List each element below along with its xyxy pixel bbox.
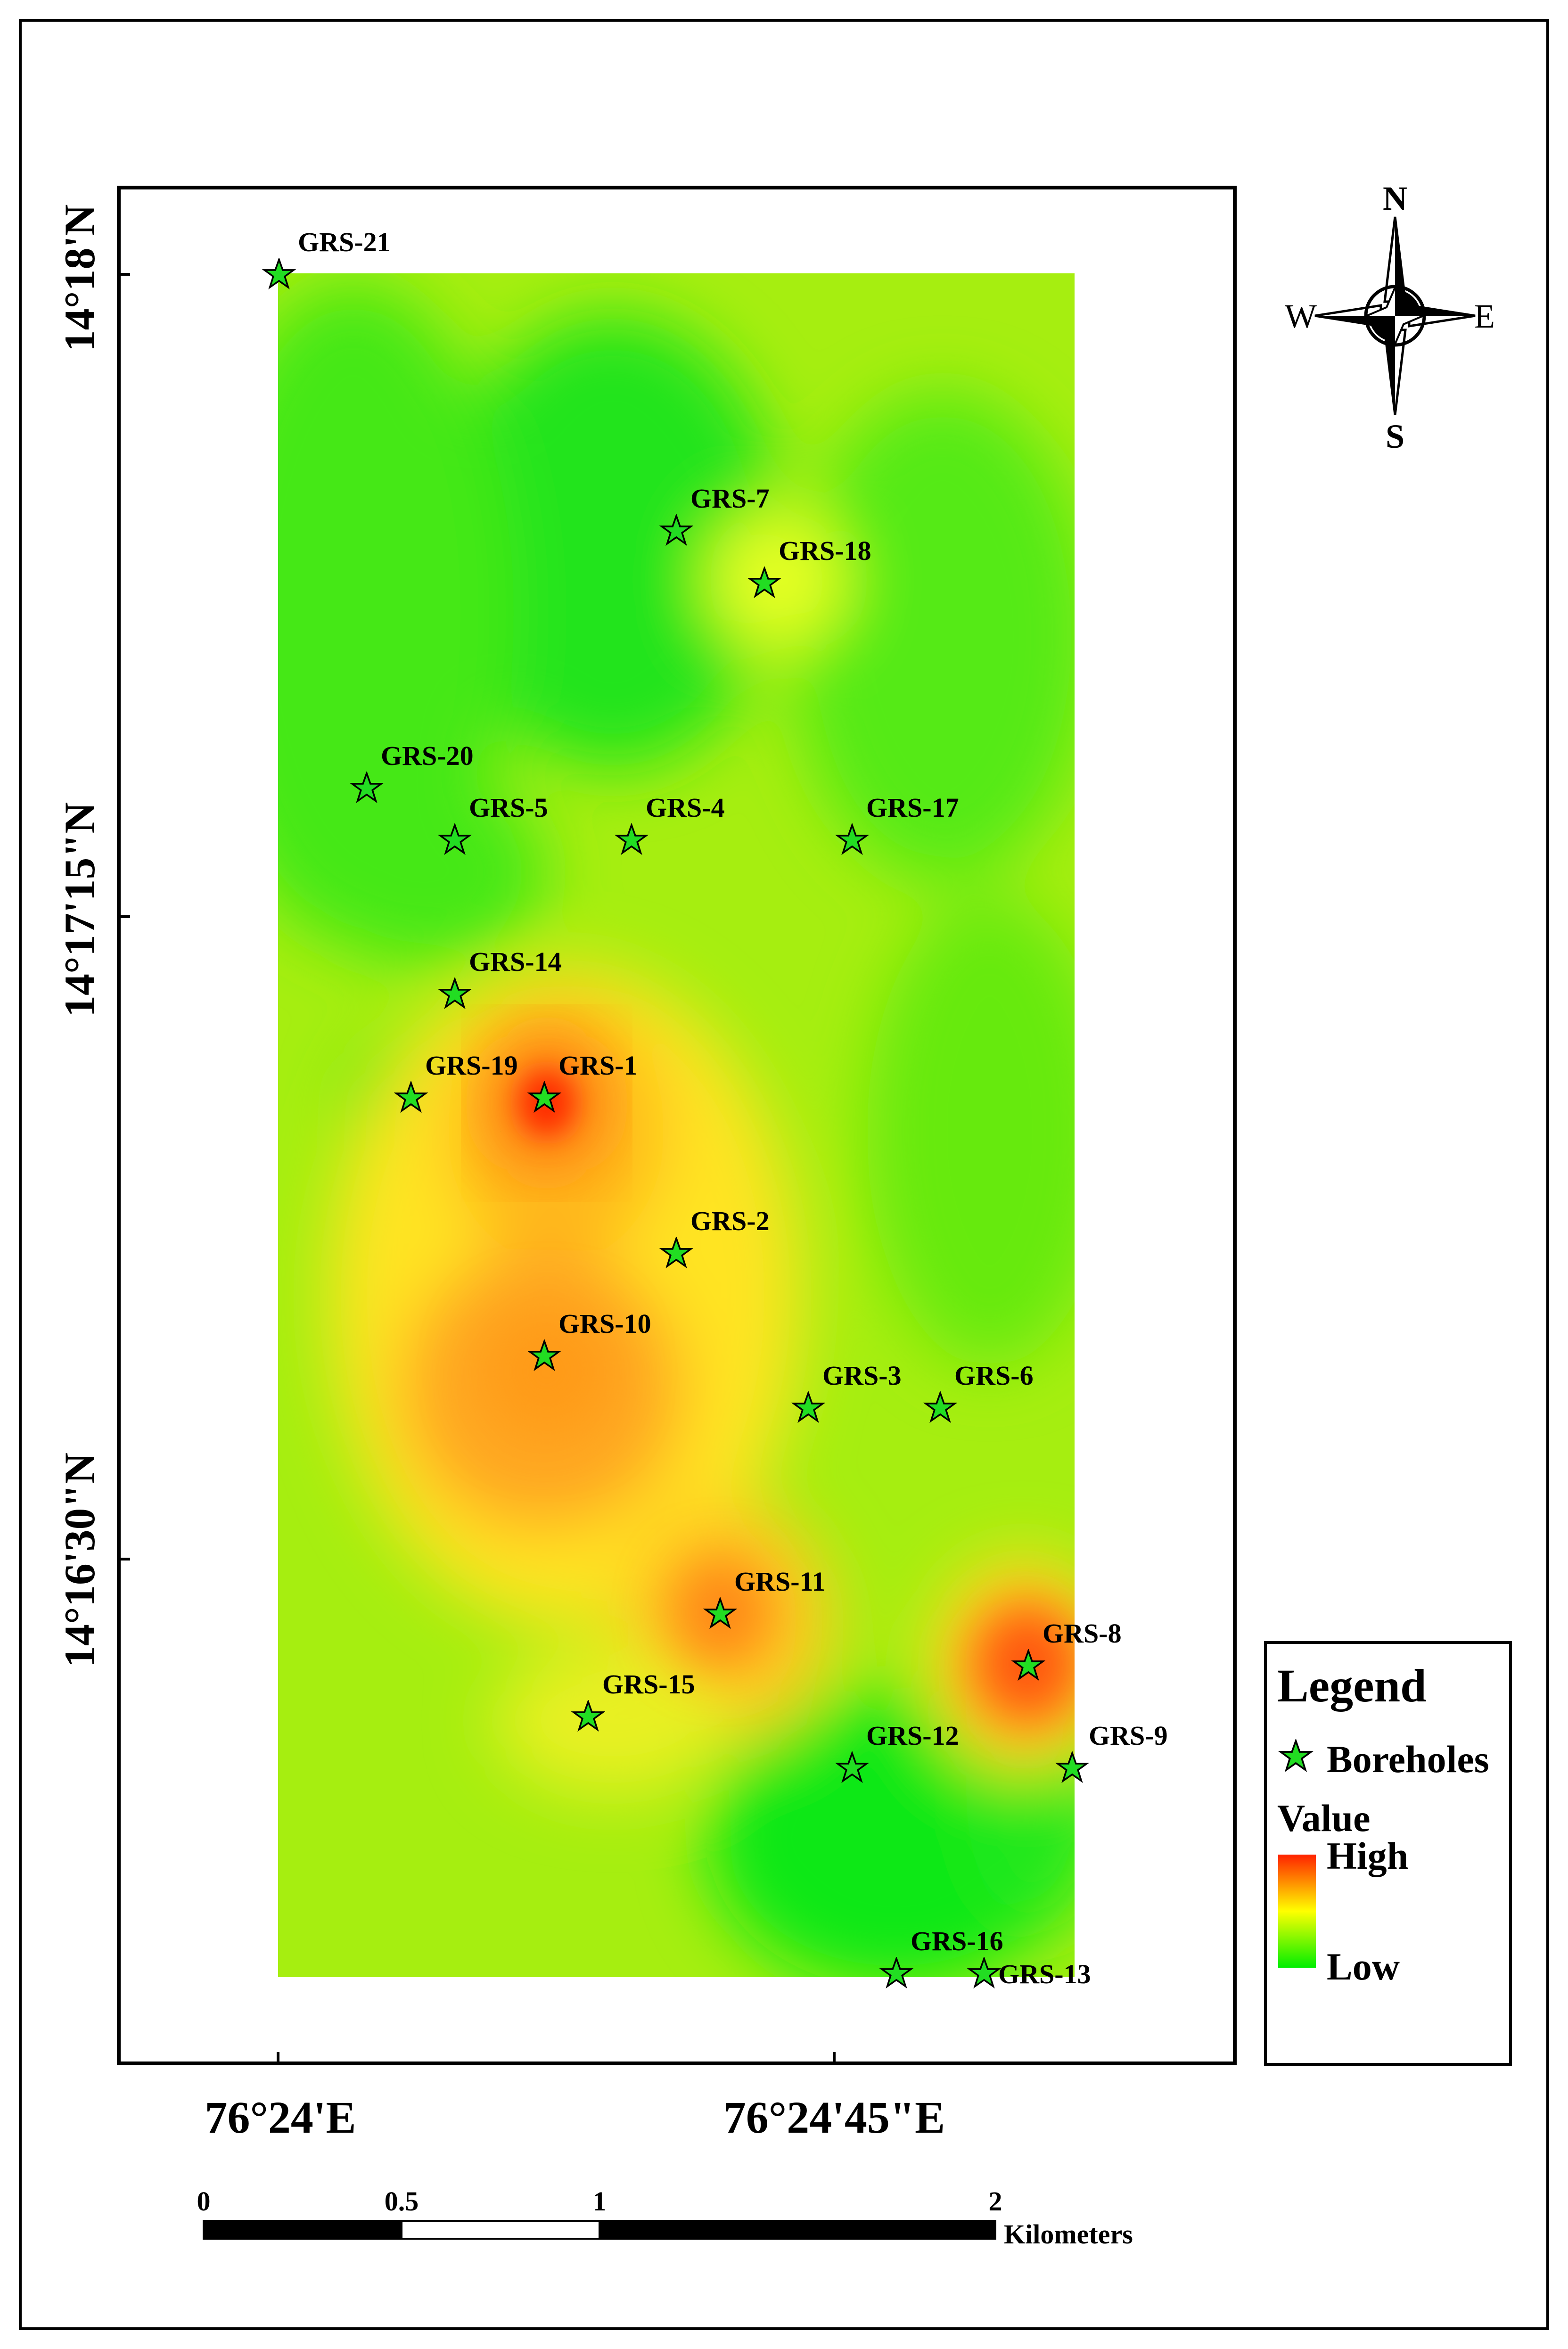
- legend-low-label: Low: [1327, 1945, 1400, 1988]
- borehole-grs-1[interactable]: GRS-1: [529, 1050, 638, 1112]
- longitude-label-2: 76°24'45"E: [723, 2092, 945, 2143]
- interpolation-surface: [278, 273, 1075, 1977]
- borehole-label: GRS-18: [779, 535, 871, 566]
- borehole-grs-2[interactable]: GRS-2: [661, 1206, 770, 1267]
- longitude-label-1: 76°24'E: [205, 2092, 356, 2143]
- latitude-label-3: 14°16'30"N: [56, 1453, 104, 1667]
- borehole-grs-19[interactable]: GRS-19: [395, 1050, 518, 1112]
- borehole-grs-7[interactable]: GRS-7: [661, 483, 770, 545]
- borehole-label: GRS-12: [866, 1720, 959, 1751]
- graticule-ticks: [119, 273, 836, 2063]
- borehole-grs-6[interactable]: GRS-6: [925, 1360, 1034, 1422]
- borehole-layer: GRS-21 GRS-7 GRS-18 GRS-20 GRS-5 GRS-4 GRS-17 G…: [263, 227, 1168, 1989]
- borehole-label: GRS-10: [558, 1308, 651, 1339]
- borehole-grs-14[interactable]: GRS-14: [439, 946, 562, 1008]
- borehole-label: GRS-19: [425, 1050, 518, 1081]
- latitude-label-2: 14°17'15"N: [56, 802, 104, 1017]
- south-label: S: [1386, 418, 1404, 455]
- scale-bar: 0 0.5 1 2 Kilometers: [197, 2186, 1133, 2250]
- borehole-grs-11[interactable]: GRS-11: [705, 1566, 825, 1628]
- map-frame: [19, 19, 1549, 2330]
- borehole-label: GRS-17: [866, 792, 959, 823]
- scale-tick-0-5: 0.5: [385, 2186, 419, 2217]
- north-label: N: [1383, 180, 1407, 217]
- borehole-label: GRS-15: [602, 1669, 695, 1700]
- borehole-label: GRS-7: [690, 483, 770, 514]
- borehole-grs-13[interactable]: GRS-13: [969, 1957, 1091, 1989]
- borehole-label: GRS-14: [469, 946, 562, 977]
- scale-tick-0: 0: [197, 2186, 211, 2217]
- north-arrow: N S W E: [1285, 180, 1495, 455]
- borehole-grs-10[interactable]: GRS-10: [529, 1308, 651, 1370]
- borehole-label: GRS-16: [911, 1926, 1003, 1956]
- scale-unit-label: Kilometers: [1004, 2219, 1133, 2250]
- borehole-label: GRS-4: [646, 792, 725, 823]
- borehole-grs-5[interactable]: GRS-5: [439, 792, 548, 854]
- borehole-label: GRS-21: [298, 227, 391, 257]
- west-label: W: [1285, 297, 1317, 335]
- borehole-label: GRS-20: [381, 740, 474, 771]
- compass-rose-icon: [1314, 216, 1476, 415]
- legend-box: [1264, 1641, 1512, 2066]
- borehole-label: GRS-11: [734, 1566, 825, 1597]
- borehole-grs-21[interactable]: GRS-21: [263, 227, 391, 288]
- scale-tick-1: 1: [593, 2186, 607, 2217]
- borehole-label: GRS-3: [822, 1360, 902, 1391]
- borehole-grs-20[interactable]: GRS-20: [351, 740, 474, 802]
- borehole-label: GRS-2: [690, 1206, 770, 1236]
- east-label: E: [1474, 297, 1495, 335]
- borehole-grs-4[interactable]: GRS-4: [616, 792, 725, 854]
- legend-value-label: Value: [1277, 1797, 1370, 1840]
- borehole-label: GRS-13: [998, 1959, 1091, 1989]
- borehole-grs-18[interactable]: GRS-18: [749, 535, 871, 597]
- borehole-grs-3[interactable]: GRS-3: [793, 1360, 902, 1422]
- legend: Legend Boreholes Value High Low: [1264, 1641, 1512, 2066]
- latitude-label-1: 14°18'N: [56, 205, 104, 352]
- legend-color-ramp: [1278, 1855, 1316, 1968]
- borehole-label: GRS-8: [1043, 1618, 1122, 1649]
- borehole-grs-15[interactable]: GRS-15: [573, 1669, 695, 1731]
- legend-boreholes-label: Boreholes: [1327, 1738, 1489, 1781]
- borehole-label: GRS-5: [469, 792, 548, 823]
- borehole-label: GRS-9: [1089, 1720, 1168, 1751]
- borehole-label: GRS-6: [954, 1360, 1034, 1391]
- borehole-grs-12[interactable]: GRS-12: [837, 1720, 959, 1782]
- legend-title: Legend: [1277, 1659, 1427, 1712]
- borehole-grs-16[interactable]: GRS-16: [881, 1926, 1003, 1988]
- borehole-grs-9[interactable]: GRS-9: [1057, 1720, 1168, 1782]
- borehole-grs-17[interactable]: GRS-17: [837, 792, 959, 854]
- borehole-grs-8[interactable]: GRS-8: [1013, 1618, 1122, 1680]
- scale-tick-2: 2: [989, 2186, 1002, 2217]
- legend-high-label: High: [1327, 1834, 1408, 1877]
- borehole-label: GRS-1: [558, 1050, 638, 1081]
